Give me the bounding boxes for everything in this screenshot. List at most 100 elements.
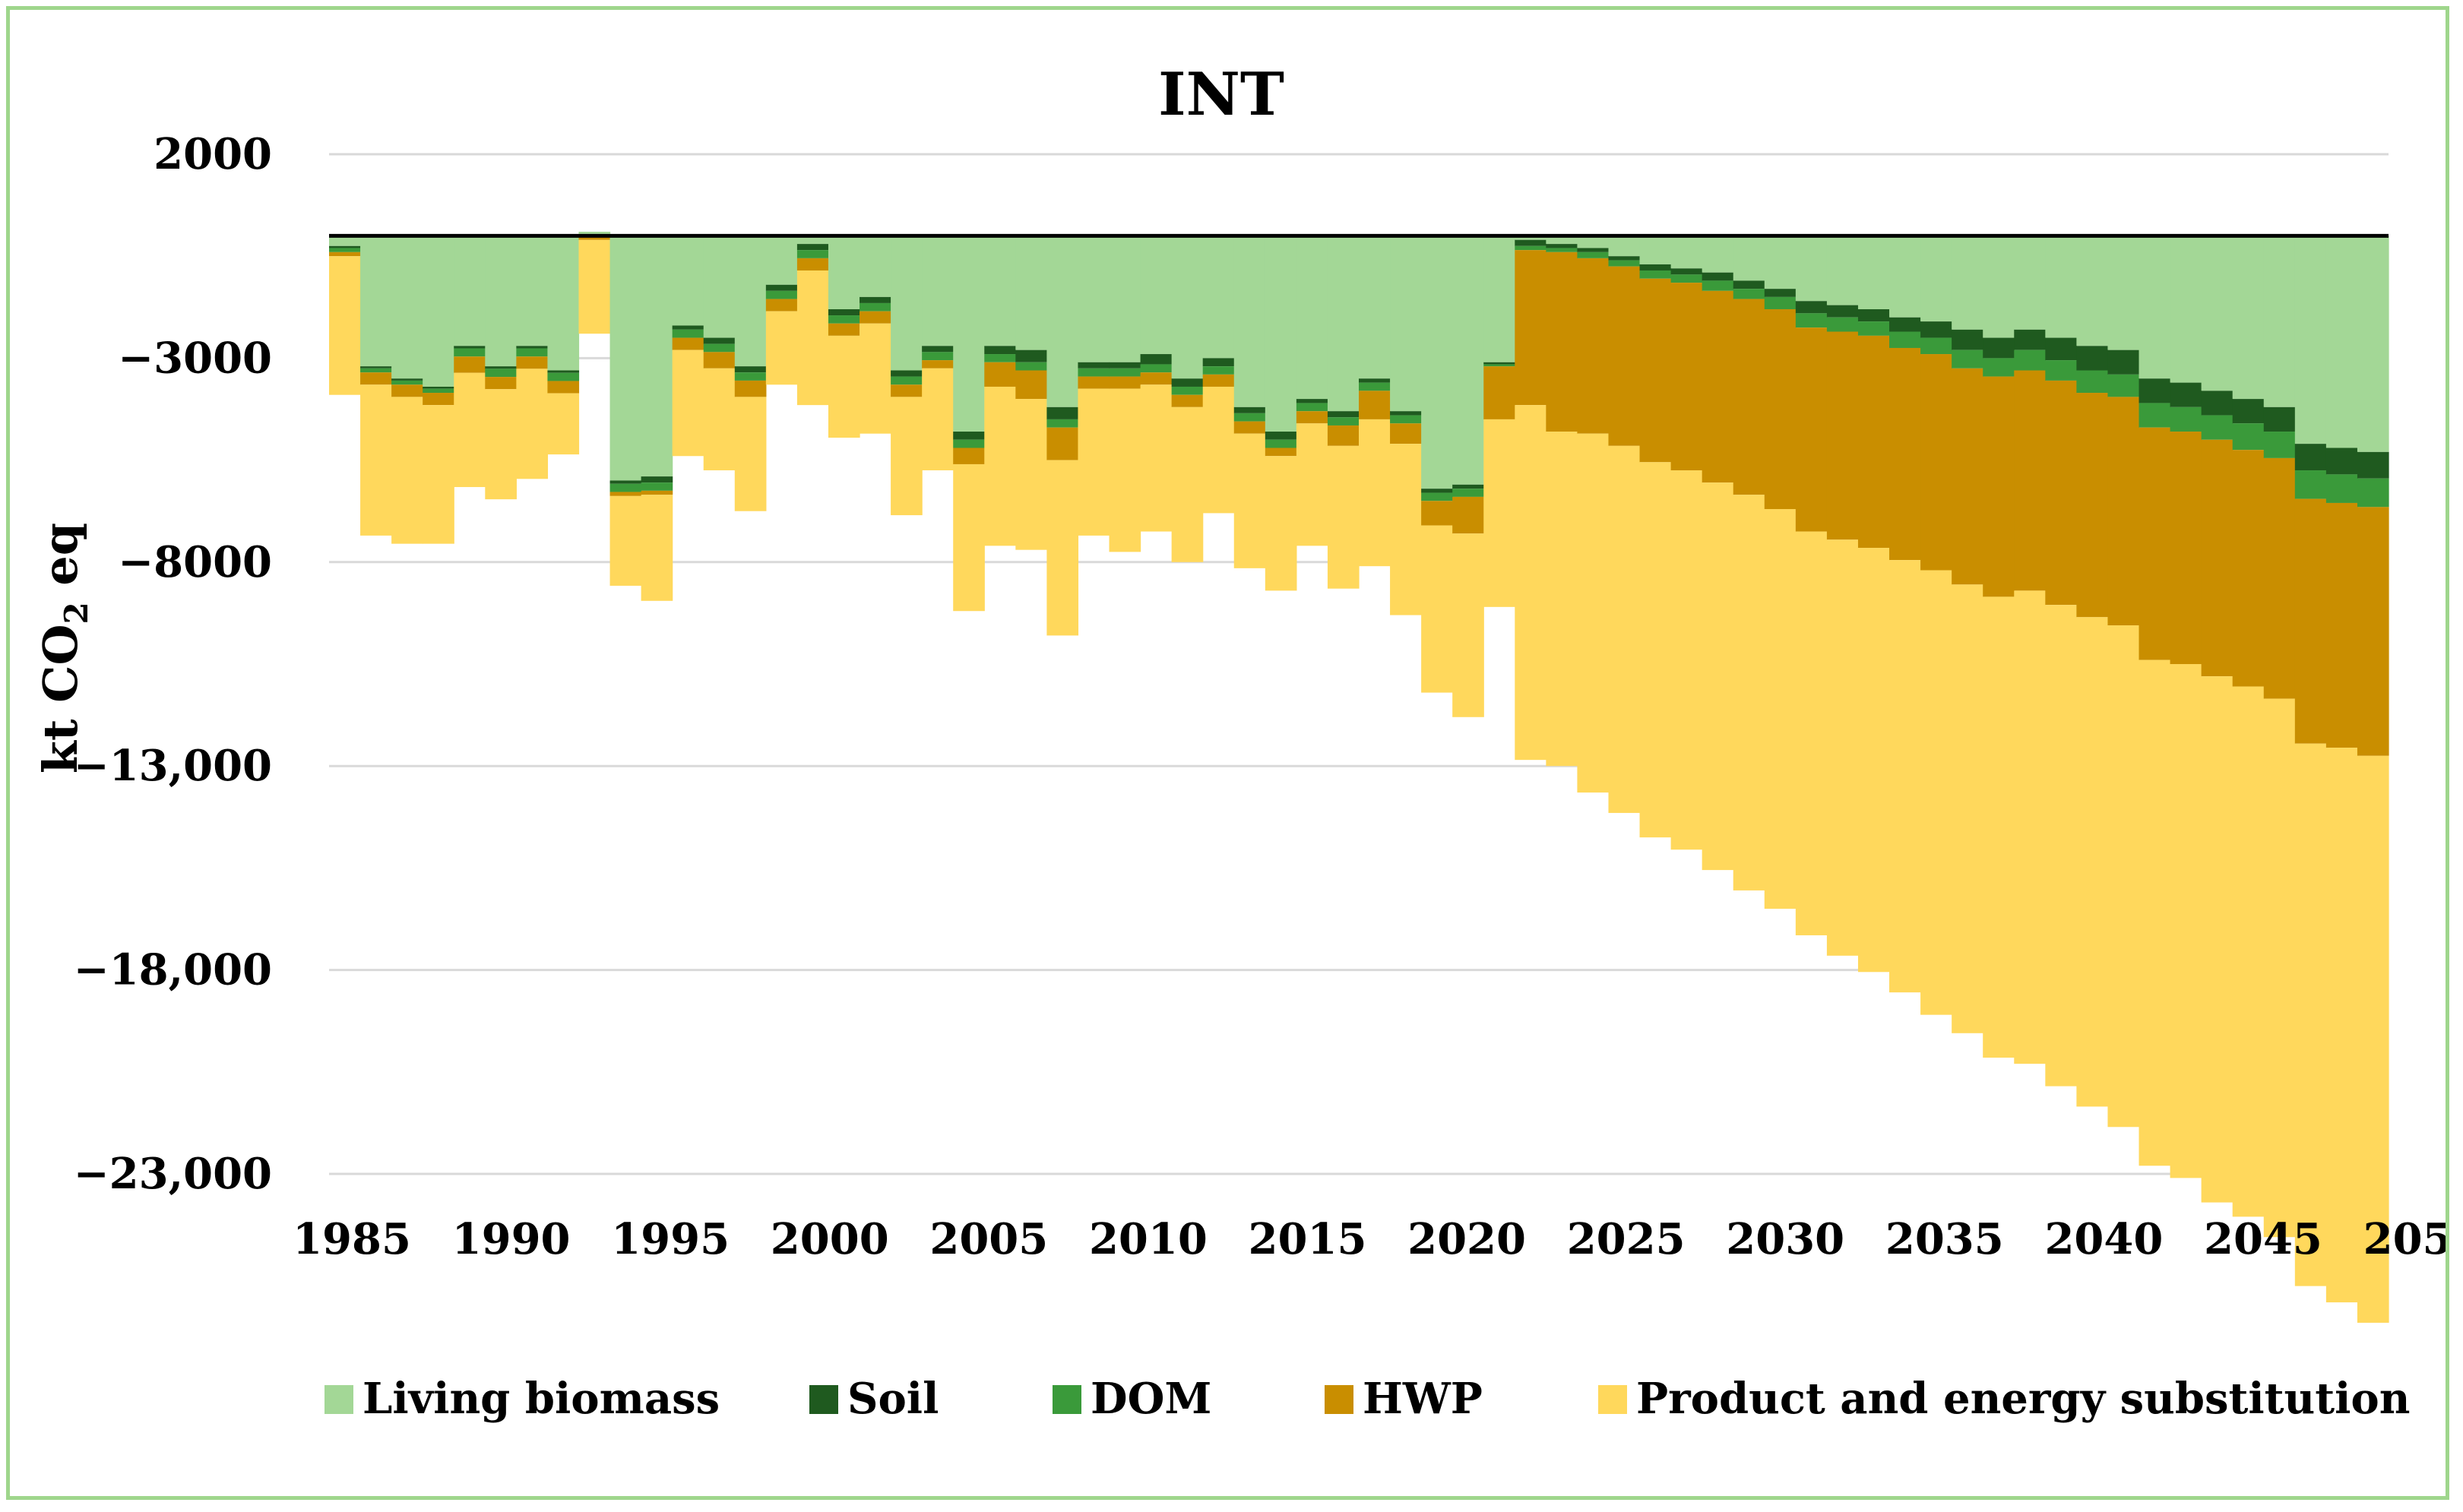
bar-segment [1078,376,1110,389]
bar-segment [423,386,454,389]
bar-segment [1983,596,2015,1058]
bar-segment [1296,423,1328,546]
bar-segment [2325,474,2358,503]
bar-segment [1702,482,1734,871]
bar-segment [1296,399,1328,403]
x-tick-label: 2040 [2044,1214,2163,1264]
bar-segment [1608,260,1641,267]
bar-segment [360,368,392,373]
bar-segment [828,315,860,324]
bar-segment [2107,236,2140,350]
bar-segment [860,323,891,434]
bar-segment [1546,244,1578,248]
bar-segment [1359,382,1391,391]
bar-segment [423,236,454,387]
bar-segment [2201,439,2233,677]
bar-segment [2076,370,2109,394]
bar-segment [1202,386,1235,514]
bar-segment [1265,448,1297,457]
bar-segment [984,346,1016,355]
x-tick-label: 2005 [929,1214,1048,1264]
bar-segment [2107,397,2140,626]
bar-segment [2170,236,2202,383]
bar-segment [2107,374,2140,397]
bar-segment [516,369,549,479]
bar-segment [1078,368,1110,377]
bar-segment [860,236,891,297]
bar-segment [1296,403,1328,412]
x-tick-label: 2020 [1407,1214,1526,1264]
bar-segment [1327,445,1360,589]
bar-segment [765,236,798,285]
y-tick-label: −13,000 [74,741,272,791]
bar-segment [1515,236,1546,240]
bar-segment [1733,495,1765,890]
bar-segment [609,236,642,481]
bar-segment [1390,444,1422,615]
bar-segment [516,356,549,369]
bar-segment [1359,391,1391,419]
bar-segment [1920,337,1952,355]
x-tick-label: 2045 [2204,1214,2322,1264]
bar-segment [1421,489,1453,493]
bar-segment [1733,289,1765,299]
chart-svg: INT 2000−3000−8000−13,000−18,000−23,000 … [33,60,2446,1424]
bar-segment [1109,236,1141,362]
bar-segment [2232,423,2265,451]
bar-segment [1140,354,1173,365]
bar-segment [454,356,486,373]
bar-segment [1327,236,1360,412]
bar-segment [672,350,704,457]
bar-segment [1639,462,1672,838]
bar-segment [641,482,673,491]
bar-segment [2139,660,2171,1166]
bar-segment [2170,664,2202,1178]
bar-segment [2014,590,2046,1064]
bar-segment [391,380,423,385]
bar-segment [1546,236,1578,245]
bar-segment [984,354,1016,362]
bar-segment [1265,432,1297,440]
legend-item: Living biomass [324,1374,720,1424]
y-axis-label-main: kt CO [33,625,88,774]
bar-segment [2170,382,2202,407]
bar-segment [2045,605,2077,1087]
bar-segment [1670,283,1703,471]
bar-segment [2357,507,2389,756]
bar-segment [1952,584,1983,1033]
bar-segment [1577,258,1610,434]
bar-segment [1670,274,1703,283]
bar-segment [922,352,954,361]
legend-swatch [809,1385,838,1414]
bar-segment [1764,308,1797,510]
bar-segment [1983,376,2015,597]
bar-segment [1577,251,1610,258]
bar-segment [1046,236,1079,407]
bar-segment [860,296,891,303]
x-tick-label: 1990 [452,1214,571,1264]
bar-segment [1826,539,1859,956]
bar-segment [1795,236,1828,302]
bar-segment [1733,299,1765,495]
bar-segment [547,393,580,455]
bar-segment [703,337,736,344]
bar-segment [1296,236,1328,400]
bar-segment [1483,236,1515,362]
bar-segment [1171,406,1204,562]
bar-segment [1608,236,1641,257]
legend-item: Product and energy substitution [1598,1374,2410,1424]
bar-segment [860,302,891,312]
bar-segment [1702,290,1734,483]
bar-segment [1140,364,1173,373]
bar-segment [2201,391,2233,416]
bar-segment [2357,451,2389,479]
legend-swatch [1325,1385,1353,1414]
bar-segment [765,299,798,312]
bar-segment [1733,280,1765,289]
bar-segment [1983,337,2015,359]
bars [329,231,2389,1323]
bar-segment [765,311,798,385]
bar-segment [953,432,985,440]
y-axis-label: kt CO2 eq [33,523,95,773]
bar-segment [1826,305,1859,318]
